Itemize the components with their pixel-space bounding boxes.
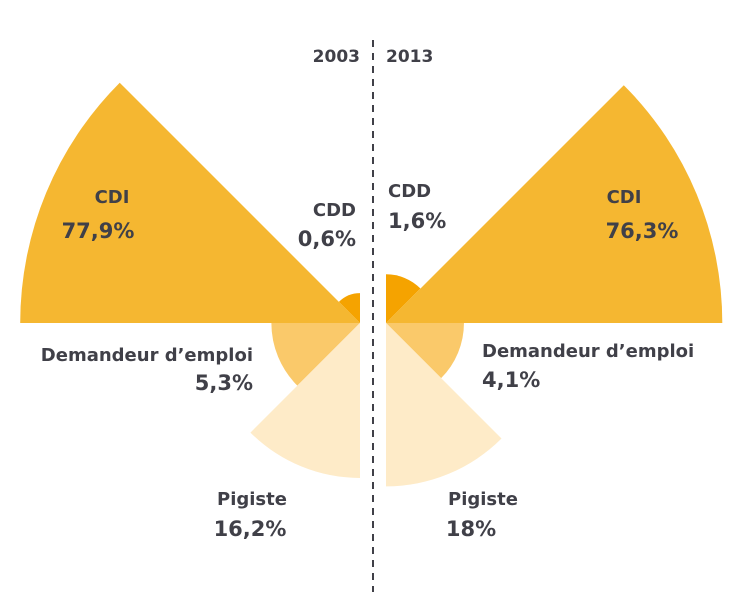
label-2003-cdd: CDD: [313, 200, 356, 221]
year-label-2003: 2003: [313, 47, 360, 67]
value-2003-cdd: 0,6%: [298, 227, 356, 251]
label-2013-cdd: CDD: [388, 181, 431, 202]
label-2013-demandeur: Demandeur d’emploi: [482, 341, 694, 362]
label-2003-pigiste: Pigiste: [217, 489, 287, 510]
label-2013-pigiste: Pigiste: [448, 489, 518, 510]
label-2003-demandeur: Demandeur d’emploi: [41, 345, 253, 366]
value-2003-pigiste: 16,2%: [214, 517, 287, 541]
slice-2003-pigiste: [250, 323, 360, 478]
slice-2003-demandeur: [271, 323, 360, 386]
value-2003-demandeur: 5,3%: [195, 371, 253, 395]
slice-2013-demandeur: [386, 323, 464, 379]
label-2013-cdi: CDI: [607, 187, 642, 208]
value-2013-demandeur: 4,1%: [482, 368, 540, 392]
value-2013-cdi: 76,3%: [606, 219, 679, 243]
year-label-2013: 2013: [386, 47, 433, 67]
value-2013-cdd: 1,6%: [388, 209, 446, 233]
slice-2003-cdd: [338, 293, 360, 323]
slice-2003-cdi: [20, 82, 360, 323]
slice-2013-cdi: [386, 85, 723, 323]
slice-2013-pigiste: [386, 323, 502, 487]
value-2013-pigiste: 18%: [446, 517, 496, 541]
slices-group: [20, 82, 723, 487]
slice-2013-cdd: [386, 274, 421, 323]
value-2003-cdi: 77,9%: [62, 219, 135, 243]
label-2003-cdi: CDI: [95, 187, 130, 208]
